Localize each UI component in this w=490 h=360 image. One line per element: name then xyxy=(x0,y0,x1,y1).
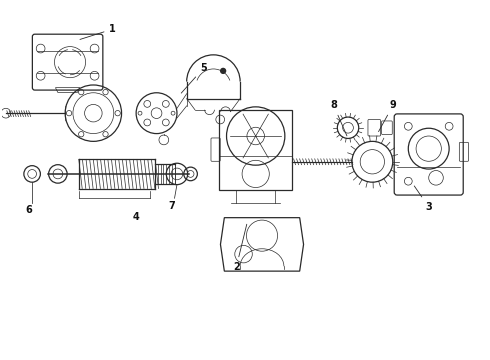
Text: 7: 7 xyxy=(169,201,175,211)
Text: 8: 8 xyxy=(330,100,347,136)
Text: 5: 5 xyxy=(181,63,207,93)
Text: 2: 2 xyxy=(233,224,247,272)
Text: 1: 1 xyxy=(80,24,116,40)
Text: 9: 9 xyxy=(379,100,396,132)
Circle shape xyxy=(220,68,226,74)
Text: 3: 3 xyxy=(414,186,432,212)
Text: 6: 6 xyxy=(25,205,32,215)
Text: 4: 4 xyxy=(132,212,139,222)
